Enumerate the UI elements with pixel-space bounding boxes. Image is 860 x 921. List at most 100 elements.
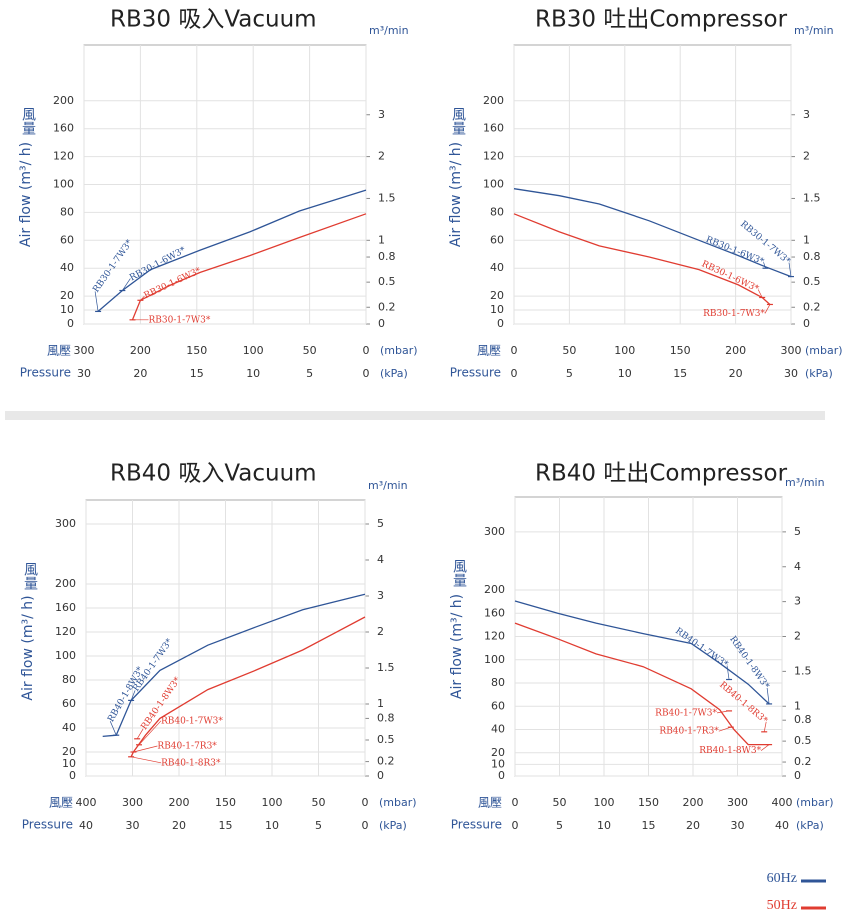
x-axis-label-zh: 風壓	[49, 796, 73, 810]
x-tick-label: 50	[553, 796, 567, 809]
y-tick-label: 20	[490, 289, 504, 302]
x-tick-label: 300	[727, 796, 748, 809]
y-tick-label: 40	[62, 721, 76, 734]
curve	[97, 189, 367, 312]
y-tick-label: 100	[53, 178, 74, 191]
x-tick-label: 0	[511, 344, 518, 357]
y2-tick-label: 0.2	[377, 755, 395, 768]
leader	[763, 721, 767, 732]
curve	[131, 213, 367, 321]
y2-tick-label: 3	[377, 589, 384, 602]
x-tick-label: 150	[186, 344, 207, 357]
x2-tick-label: 5	[306, 367, 313, 380]
x2-tick-label: 5	[315, 819, 322, 832]
x2-tick-label: 40	[79, 819, 93, 832]
y2-axis-label: m³/min	[369, 24, 409, 37]
x-tick-label: 0	[362, 796, 369, 809]
y-tick-label: 160	[55, 601, 76, 614]
x-tick-label: 50	[312, 796, 326, 809]
leader	[716, 710, 730, 714]
y-tick-label: 100	[55, 649, 76, 662]
x-axis-label-zh: 風壓	[478, 796, 502, 810]
y-tick-label: 0	[67, 317, 74, 330]
y2-tick-label: 0.5	[803, 275, 821, 288]
y2-tick-label: 0.2	[803, 300, 821, 313]
y2-tick-label: 1.5	[377, 661, 395, 674]
x2-tick-label: 0	[512, 819, 519, 832]
x2-tick-label: 30	[784, 367, 798, 380]
x-tick-label: 150	[215, 796, 236, 809]
y2-tick-label: 0	[378, 317, 385, 330]
x2-tick-label: 15	[673, 367, 687, 380]
x2-tick-label: 30	[126, 819, 140, 832]
y-tick-label: 40	[490, 261, 504, 274]
leader	[726, 665, 730, 680]
y2-tick-label: 0.2	[378, 300, 396, 313]
y-tick-label: 80	[62, 673, 76, 686]
x-tick-label: 400	[76, 796, 97, 809]
y2-tick-label: 3	[378, 108, 385, 121]
curve	[130, 616, 366, 758]
leader	[136, 728, 144, 739]
y-axis-label-zh: 風量	[451, 559, 467, 587]
y-tick-label: 10	[490, 303, 504, 316]
y2-tick-label: 5	[794, 525, 801, 538]
leader	[122, 278, 131, 291]
y-tick-label: 300	[484, 525, 505, 538]
y-axis-label-zh: 風量	[20, 107, 36, 135]
y2-tick-label: 1.5	[378, 191, 396, 204]
x-axis-label-zh: 風壓	[477, 344, 501, 358]
x-axis-label: Pressure	[22, 818, 73, 832]
y2-tick-label: 4	[794, 560, 801, 573]
y-tick-label: 200	[483, 94, 504, 107]
y-tick-label: 160	[483, 122, 504, 135]
y-axis-label: Air flow (m³/ h)	[20, 595, 36, 700]
x-tick-label: 50	[303, 344, 317, 357]
y2-tick-label: 0	[803, 317, 810, 330]
x2-tick-label: 10	[618, 367, 632, 380]
y2-tick-label: 2	[803, 150, 810, 163]
x-tick-label: 200	[169, 796, 190, 809]
y-axis-label: Air flow (m³/ h)	[18, 142, 34, 247]
y2-tick-label: 0	[794, 769, 801, 782]
x-tick-label: 300	[781, 344, 802, 357]
legend-label: 60Hz	[767, 871, 797, 886]
x-tick-label: 300	[74, 344, 95, 357]
chart: RB30 吐出Compressor m³/min 風量 Air flow (m³/ h…	[448, 7, 843, 381]
x2-tick-label: 20	[172, 819, 186, 832]
y2-tick-label: 1	[794, 699, 801, 712]
y-tick-label: 80	[60, 205, 74, 218]
y2-axis-label: m³/min	[368, 479, 408, 492]
x-tick-label: 400	[772, 796, 793, 809]
y2-tick-label: 0.8	[377, 711, 395, 724]
x2-tick-label: 30	[731, 819, 745, 832]
y-tick-label: 20	[62, 745, 76, 758]
x-tick-label: 150	[670, 344, 691, 357]
y2-tick-label: 1.5	[803, 191, 821, 204]
x2-tick-label: 5	[566, 367, 573, 380]
x2-tick-label: 40	[775, 819, 789, 832]
y-tick-label: 120	[53, 150, 74, 163]
leader	[133, 745, 158, 753]
y2-tick-label: 1	[378, 233, 385, 246]
x-tick-label: 100	[594, 796, 615, 809]
x2-unit: (kPa)	[379, 819, 407, 832]
y-axis-label: Air flow (m³/ h)	[449, 594, 465, 699]
y-tick-label: 40	[60, 261, 74, 274]
y2-tick-label: 2	[378, 150, 385, 163]
annotation: RB30-1-7W3*	[149, 315, 211, 325]
x2-tick-label: 20	[686, 819, 700, 832]
x-tick-label: 150	[638, 796, 659, 809]
x2-tick-label: 5	[556, 819, 563, 832]
x-tick-label: 200	[683, 796, 704, 809]
x-tick-label: 0	[363, 344, 370, 357]
y-tick-label: 120	[484, 630, 505, 643]
y-tick-label: 200	[55, 577, 76, 590]
y-tick-label: 120	[483, 150, 504, 163]
x-tick-label: 300	[122, 796, 143, 809]
y-tick-label: 10	[60, 303, 74, 316]
y2-tick-label: 4	[377, 553, 384, 566]
x2-tick-label: 0	[511, 367, 518, 380]
y-tick-label: 20	[60, 289, 74, 302]
